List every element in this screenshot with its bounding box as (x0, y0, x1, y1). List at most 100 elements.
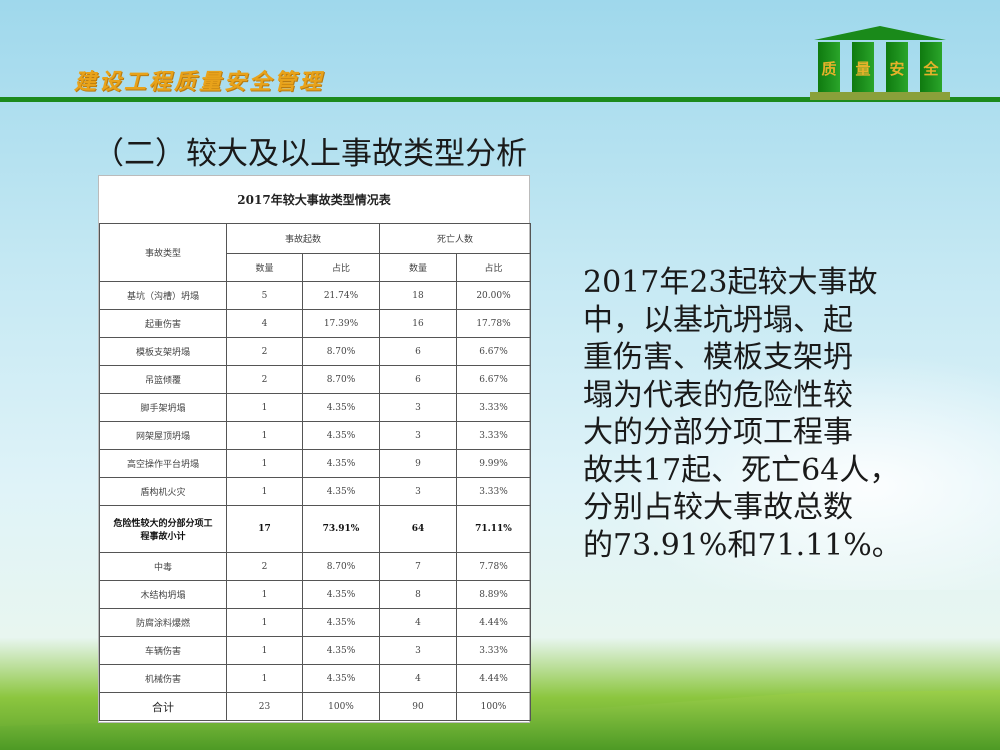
table-row: 高空操作平台坍塌 1 4.35% 9 9.99% (99, 449, 531, 478)
value-cell: 3 (379, 477, 457, 506)
value-cell: 3.33% (456, 393, 531, 422)
header-count: 数量 (226, 253, 303, 282)
table-row: 吊篮倾覆 2 8.70% 6 6.67% (99, 365, 531, 394)
logo-pillar: 量 (852, 42, 874, 94)
value-cell: 4.35% (302, 477, 380, 506)
value-cell: 6.67% (456, 365, 531, 394)
header-divider (0, 97, 1000, 102)
accident-type-cell: 车辆伤害 (99, 636, 227, 665)
header-ratio: 占比 (302, 253, 380, 282)
value-cell: 4.35% (302, 580, 380, 609)
value-cell: 2 (226, 337, 303, 366)
value-cell: 3.33% (456, 421, 531, 450)
table-row: 木结构坍塌 1 4.35% 8 8.89% (99, 580, 531, 609)
table-row: 起重伤害 4 17.39% 16 17.78% (99, 309, 531, 338)
value-cell: 8.89% (456, 580, 531, 609)
value-cell: 3 (379, 393, 457, 422)
value-cell: 21.74% (302, 281, 380, 310)
value-cell: 1 (226, 636, 303, 665)
value-cell: 18 (379, 281, 457, 310)
header-type: 事故类型 (99, 223, 227, 282)
table-row: 机械伤害 1 4.35% 4 4.44% (99, 664, 531, 693)
value-cell: 73.91% (302, 505, 380, 553)
accident-type-cell: 起重伤害 (99, 309, 227, 338)
header-ratio: 占比 (456, 253, 531, 282)
summary-line: 的73.91%和71.11%。 (583, 527, 902, 563)
accident-type-cell: 高空操作平台坍塌 (99, 449, 227, 478)
value-cell: 2 (226, 365, 303, 394)
value-cell: 23 (226, 692, 303, 721)
value-cell: 6 (379, 337, 457, 366)
value-cell: 3.33% (456, 477, 531, 506)
summary-line: 重伤害、模板支架坍 (583, 340, 853, 375)
header-count: 数量 (379, 253, 457, 282)
table-row: 防腐涂料爆燃 1 4.35% 4 4.44% (99, 608, 531, 637)
value-cell: 3 (379, 421, 457, 450)
logo-pillar: 质 (818, 42, 840, 94)
accident-type-cell: 模板支架坍塌 (99, 337, 227, 366)
accident-type-cell: 吊篮倾覆 (99, 365, 227, 394)
value-cell: 2 (226, 552, 303, 581)
accident-type-cell: 合计 (99, 692, 227, 721)
summary-line: 故共17起、死亡64人， (583, 452, 900, 488)
header-accidents: 事故起数 (226, 223, 380, 254)
background-clouds (560, 330, 1000, 590)
value-cell: 4.44% (456, 608, 531, 637)
header-deaths: 死亡人数 (379, 223, 531, 254)
value-cell: 20.00% (456, 281, 531, 310)
value-cell: 100% (302, 692, 380, 721)
value-cell: 100% (456, 692, 531, 721)
accident-type-cell: 防腐涂料爆燃 (99, 608, 227, 637)
accident-type-cell: 盾构机火灾 (99, 477, 227, 506)
summary-line: 大的分部分项工程事 (583, 415, 853, 450)
value-cell: 3 (379, 636, 457, 665)
value-cell: 1 (226, 421, 303, 450)
summary-line: 中，以基坑坍塌、起 (583, 302, 853, 338)
summary-line: 分别占较大事故总数 (583, 490, 853, 525)
value-cell: 1 (226, 393, 303, 422)
value-cell: 4.35% (302, 608, 380, 637)
accident-type-cell: 机械伤害 (99, 664, 227, 693)
value-cell: 1 (226, 477, 303, 506)
value-cell: 9 (379, 449, 457, 478)
table-row: 脚手架坍塌 1 4.35% 3 3.33% (99, 393, 531, 422)
value-cell: 90 (379, 692, 457, 721)
table-row: 盾构机火灾 1 4.35% 3 3.33% (99, 477, 531, 506)
value-cell: 8.70% (302, 365, 380, 394)
table-row: 车辆伤害 1 4.35% 3 3.33% (99, 636, 531, 665)
logo-pillar: 全 (920, 42, 942, 94)
value-cell: 4 (379, 664, 457, 693)
value-cell: 7.78% (456, 552, 531, 581)
value-cell: 71.11% (456, 505, 531, 553)
value-cell: 1 (226, 449, 303, 478)
table-row: 危险性较大的分部分项工程事故小计 17 73.91% 64 71.11% (99, 505, 531, 553)
brand-title: 建设工程质量安全管理 (74, 70, 325, 95)
value-cell: 1 (226, 580, 303, 609)
table-row: 中毒 2 8.70% 7 7.78% (99, 552, 531, 581)
table-row: 模板支架坍塌 2 8.70% 6 6.67% (99, 337, 531, 366)
value-cell: 8.70% (302, 337, 380, 366)
value-cell: 5 (226, 281, 303, 310)
accident-type-cell: 中毒 (99, 552, 227, 581)
value-cell: 7 (379, 552, 457, 581)
accident-type-cell: 网架屋顶坍塌 (99, 421, 227, 450)
table-row: 网架屋顶坍塌 1 4.35% 3 3.33% (99, 421, 531, 450)
accident-table: 2017年较大事故类型情况表 事故类型 事故起数 死亡人数 数量 占比 数量 占… (98, 175, 531, 723)
value-cell: 4.35% (302, 449, 380, 478)
value-cell: 17 (226, 505, 303, 553)
accident-type-cell: 危险性较大的分部分项工程事故小计 (99, 505, 227, 553)
value-cell: 1 (226, 608, 303, 637)
logo-pillar: 安 (886, 42, 908, 94)
accident-type-cell: 基坑（沟槽）坍塌 (99, 281, 227, 310)
value-cell: 1 (226, 664, 303, 693)
value-cell: 4.44% (456, 664, 531, 693)
value-cell: 8.70% (302, 552, 380, 581)
value-cell: 64 (379, 505, 457, 553)
quality-safety-logo: 质 量 安 全 (808, 26, 952, 100)
table-row: 基坑（沟槽）坍塌 5 21.74% 18 20.00% (99, 281, 531, 310)
value-cell: 4.35% (302, 636, 380, 665)
summary-line: 塌为代表的危险性较 (583, 377, 853, 413)
table-row: 合计 23 100% 90 100% (99, 692, 531, 721)
value-cell: 8 (379, 580, 457, 609)
value-cell: 17.78% (456, 309, 531, 338)
